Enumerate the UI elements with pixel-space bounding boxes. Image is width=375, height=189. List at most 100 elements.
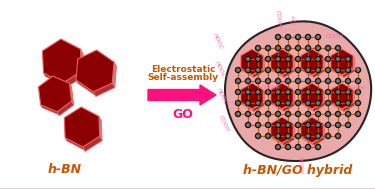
Circle shape <box>267 124 269 126</box>
Circle shape <box>307 146 309 148</box>
Circle shape <box>315 101 321 105</box>
Circle shape <box>296 122 300 128</box>
Circle shape <box>337 102 339 104</box>
Circle shape <box>267 91 269 93</box>
Circle shape <box>315 90 321 94</box>
Text: Electrostatic: Electrostatic <box>151 64 215 74</box>
Circle shape <box>315 67 321 73</box>
Circle shape <box>326 133 330 139</box>
Circle shape <box>266 57 270 61</box>
Text: COOH: COOH <box>297 156 303 174</box>
Circle shape <box>236 90 240 94</box>
Circle shape <box>276 101 280 105</box>
Circle shape <box>255 67 261 73</box>
Circle shape <box>317 102 319 104</box>
Circle shape <box>296 101 300 105</box>
Circle shape <box>297 135 299 137</box>
Circle shape <box>246 122 250 128</box>
Circle shape <box>287 146 289 148</box>
Polygon shape <box>57 101 74 116</box>
Circle shape <box>337 124 339 126</box>
Circle shape <box>296 112 300 116</box>
Text: COOH: COOH <box>218 114 230 132</box>
Circle shape <box>287 91 289 93</box>
Circle shape <box>327 80 329 82</box>
Circle shape <box>317 91 319 93</box>
Circle shape <box>277 146 279 148</box>
Circle shape <box>287 80 289 82</box>
Circle shape <box>297 47 299 49</box>
Text: Self-assembly: Self-assembly <box>147 74 219 83</box>
Circle shape <box>255 133 261 139</box>
Circle shape <box>297 113 299 115</box>
Circle shape <box>236 101 240 105</box>
Polygon shape <box>225 21 371 161</box>
Polygon shape <box>293 123 295 139</box>
Circle shape <box>326 112 330 116</box>
Text: h-BN: h-BN <box>48 163 82 176</box>
Circle shape <box>327 69 329 71</box>
Circle shape <box>237 80 239 82</box>
Circle shape <box>315 133 321 139</box>
Circle shape <box>277 102 279 104</box>
Polygon shape <box>241 83 263 109</box>
Circle shape <box>306 90 310 94</box>
Circle shape <box>345 112 351 116</box>
Text: GO: GO <box>172 108 194 121</box>
Circle shape <box>306 78 310 84</box>
Circle shape <box>257 47 259 49</box>
Text: COOH: COOH <box>326 35 344 40</box>
Circle shape <box>357 91 359 93</box>
Circle shape <box>277 124 279 126</box>
Circle shape <box>307 69 309 71</box>
Circle shape <box>267 135 269 137</box>
Text: COOH: COOH <box>275 10 281 28</box>
FancyArrow shape <box>148 85 216 105</box>
Polygon shape <box>252 68 265 78</box>
Circle shape <box>276 78 280 84</box>
Circle shape <box>327 113 329 115</box>
Circle shape <box>326 78 330 84</box>
Circle shape <box>337 69 339 71</box>
Circle shape <box>237 91 239 93</box>
Circle shape <box>337 113 339 115</box>
Circle shape <box>356 78 360 84</box>
Circle shape <box>356 101 360 105</box>
Polygon shape <box>81 49 84 76</box>
Circle shape <box>345 101 351 105</box>
Circle shape <box>297 91 299 93</box>
Text: OH: OH <box>351 67 360 71</box>
Circle shape <box>337 58 339 60</box>
Text: OH: OH <box>292 14 298 24</box>
Polygon shape <box>293 90 295 105</box>
Circle shape <box>246 67 250 73</box>
Circle shape <box>257 58 259 60</box>
Circle shape <box>307 102 309 104</box>
Circle shape <box>267 58 269 60</box>
Circle shape <box>285 133 291 139</box>
Circle shape <box>247 58 249 60</box>
Circle shape <box>337 80 339 82</box>
Circle shape <box>285 122 291 128</box>
Circle shape <box>345 67 351 73</box>
Circle shape <box>276 46 280 50</box>
Circle shape <box>326 67 330 73</box>
Circle shape <box>327 102 329 104</box>
Circle shape <box>306 57 310 61</box>
Circle shape <box>296 90 300 94</box>
Circle shape <box>317 47 319 49</box>
Text: h-BN/GO hybrid: h-BN/GO hybrid <box>243 164 352 177</box>
Polygon shape <box>301 49 323 75</box>
Circle shape <box>276 133 280 139</box>
Circle shape <box>315 46 321 50</box>
Polygon shape <box>312 136 325 146</box>
Circle shape <box>246 78 250 84</box>
Polygon shape <box>282 136 295 146</box>
Polygon shape <box>323 90 325 105</box>
Circle shape <box>246 101 250 105</box>
Circle shape <box>315 145 321 149</box>
Circle shape <box>287 124 289 126</box>
Circle shape <box>336 46 340 50</box>
Circle shape <box>297 36 299 38</box>
Circle shape <box>237 102 239 104</box>
